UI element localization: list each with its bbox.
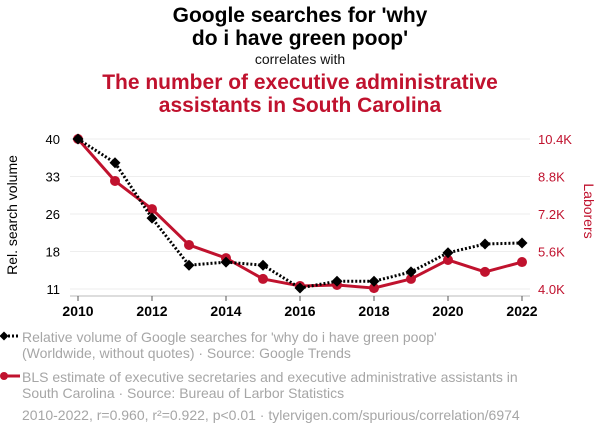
data-point-search-volume: [294, 282, 306, 294]
y-axis-right-label: Laborers: [581, 183, 597, 238]
series-search-volume: [72, 133, 528, 294]
chart-title: Google searches for 'why do i have green…: [0, 4, 600, 50]
y-left-tick-label: 11: [47, 282, 61, 297]
legend-diamond-dotted-icon: [0, 331, 20, 341]
chart-subtitle: correlates with: [254, 51, 346, 67]
gridlines: [70, 138, 530, 290]
data-point-search-volume: [516, 237, 528, 249]
chart-title-secondary-line1: The number of executive administrative: [102, 71, 498, 94]
legend-laborers-line1: BLS estimate of executive secretaries an…: [22, 369, 518, 385]
x-tick-label: 2012: [136, 303, 167, 319]
data-point-laborers: [517, 257, 527, 268]
x-tick-label: 2014: [210, 303, 241, 319]
data-point-search-volume: [220, 256, 232, 268]
data-point-search-volume: [72, 133, 84, 145]
legend-laborers-line2: South Carolina · Source: Bureau of Larbo…: [22, 385, 345, 401]
data-point-search-volume: [109, 157, 121, 169]
y-right-tick-label: 8.8K: [538, 170, 565, 185]
chart-title-secondary-line2: assistants in South Carolina: [158, 94, 442, 117]
axes: 40 33 26 18 11 10.4K 8.8K 7.2K 5.6K 4.0K 2010 2012 2…: [46, 132, 573, 319]
data-point-laborers: [406, 273, 416, 284]
y-axis-left-label: Rel. search volume: [4, 155, 20, 275]
x-tick-label: 2020: [432, 303, 463, 319]
data-point-laborers: [258, 273, 268, 284]
data-point-search-volume: [331, 275, 343, 287]
y-right-tick-label: 5.6K: [538, 245, 565, 260]
chart-title-secondary: The number of executive administrative a…: [0, 71, 600, 117]
y-left-tick-label: 33: [46, 170, 60, 185]
data-point-laborers: [443, 254, 453, 265]
y-left-tick-label: 26: [46, 207, 60, 222]
data-point-laborers: [369, 283, 379, 294]
data-point-search-volume: [405, 266, 417, 278]
x-tick-label: 2018: [358, 303, 389, 319]
data-point-laborers: [110, 175, 120, 186]
data-point-search-volume: [183, 259, 195, 271]
y-left-tick-label: 18: [46, 245, 60, 260]
legend-circle-line-icon: [0, 372, 20, 380]
legend-item-laborers: BLS estimate of executive secretaries an…: [0, 369, 518, 401]
legend-item-search-volume: Relative volume of Google searches for '…: [0, 329, 437, 361]
y-right-tick-label: 7.2K: [538, 207, 565, 222]
data-point-laborers: [184, 239, 194, 250]
chart-title-line2: do i have green poop': [191, 27, 409, 50]
data-point-search-volume: [479, 238, 491, 250]
y-right-tick-label: 10.4K: [538, 132, 572, 147]
data-point-search-volume: [368, 275, 380, 287]
footer-stats: 2010-2022, r=0.960, r²=0.922, p<0.01 · t…: [22, 407, 520, 423]
y-right-tick-label: 4.0K: [538, 282, 565, 297]
x-tick-label: 2016: [284, 303, 315, 319]
series-search-volume-line: [77, 137, 523, 290]
data-point-laborers: [480, 266, 490, 277]
legend-search-volume-line2: (Worldwide, without quotes) · Source: Go…: [22, 345, 351, 361]
y-left-tick-label: 40: [46, 132, 60, 147]
x-tick-label: 2010: [62, 303, 93, 319]
data-point-search-volume: [442, 247, 454, 259]
data-point-laborers: [147, 204, 157, 215]
x-tick-label: 2022: [506, 303, 537, 319]
data-point-search-volume: [146, 212, 158, 224]
legend-search-volume-line1: Relative volume of Google searches for '…: [22, 329, 437, 345]
data-point-search-volume: [257, 259, 269, 271]
chart-title-line1: Google searches for 'why: [172, 4, 428, 27]
